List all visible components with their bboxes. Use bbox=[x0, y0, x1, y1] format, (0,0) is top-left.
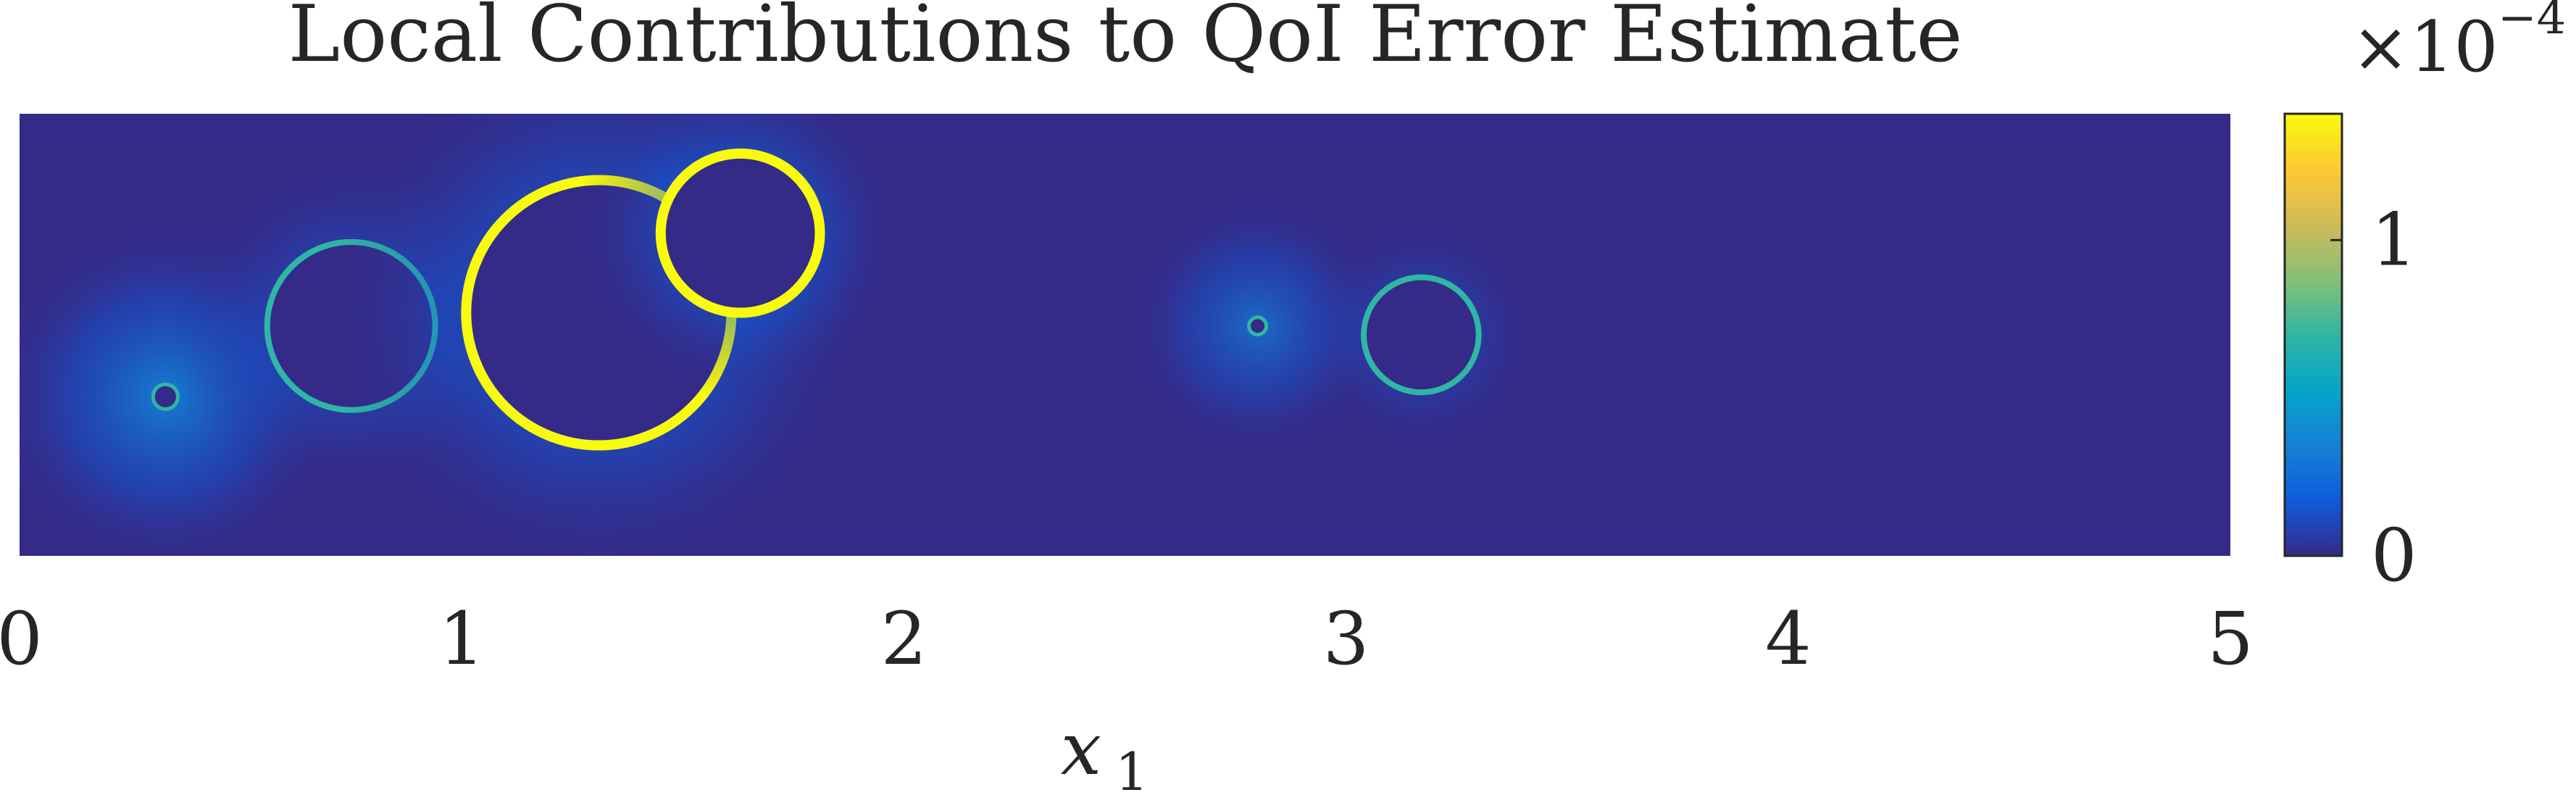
x-tick-label: 3 bbox=[1323, 596, 1370, 681]
feature-ring bbox=[1361, 274, 1482, 396]
heatmap-features bbox=[20, 114, 1542, 556]
feature-ring-interior bbox=[664, 157, 817, 310]
feature-ring bbox=[655, 148, 825, 318]
plot-area bbox=[20, 114, 2230, 556]
colorbar-exponent: ×10 −4 bbox=[2351, 0, 2566, 88]
x-tick-label: 4 bbox=[1765, 596, 1812, 681]
colorbar-tick-label: 0 bbox=[2371, 513, 2417, 598]
x-tick-label: 0 bbox=[0, 596, 43, 681]
chart-title: Local Contributions to QoI Error Estimat… bbox=[288, 0, 1963, 80]
x-tick-label: 5 bbox=[2207, 596, 2254, 681]
feature-point bbox=[151, 382, 180, 411]
x-tick-label: 1 bbox=[438, 596, 485, 681]
colorbar-exponent-power: −4 bbox=[2498, 0, 2566, 45]
x-axis-label: x 1 bbox=[1061, 707, 1149, 795]
colorbar-tick-label: 1 bbox=[2371, 197, 2417, 282]
x-tick-label: 2 bbox=[881, 596, 928, 681]
colorbar: 01 ×10 −4 bbox=[2283, 0, 2566, 598]
colorbar-gradient bbox=[2283, 112, 2343, 557]
colorbar-ticks: 01 bbox=[2330, 197, 2417, 598]
x-axis-label-subscript: 1 bbox=[1115, 741, 1149, 795]
x-axis-label-main: x bbox=[1061, 707, 1101, 791]
feature-point bbox=[1247, 315, 1269, 337]
colorbar-exponent-prefix: ×10 bbox=[2351, 7, 2498, 88]
feature-ring-interior bbox=[1366, 279, 1477, 391]
x-axis-tick-labels: 0 1 2 3 4 5 bbox=[0, 596, 2254, 681]
